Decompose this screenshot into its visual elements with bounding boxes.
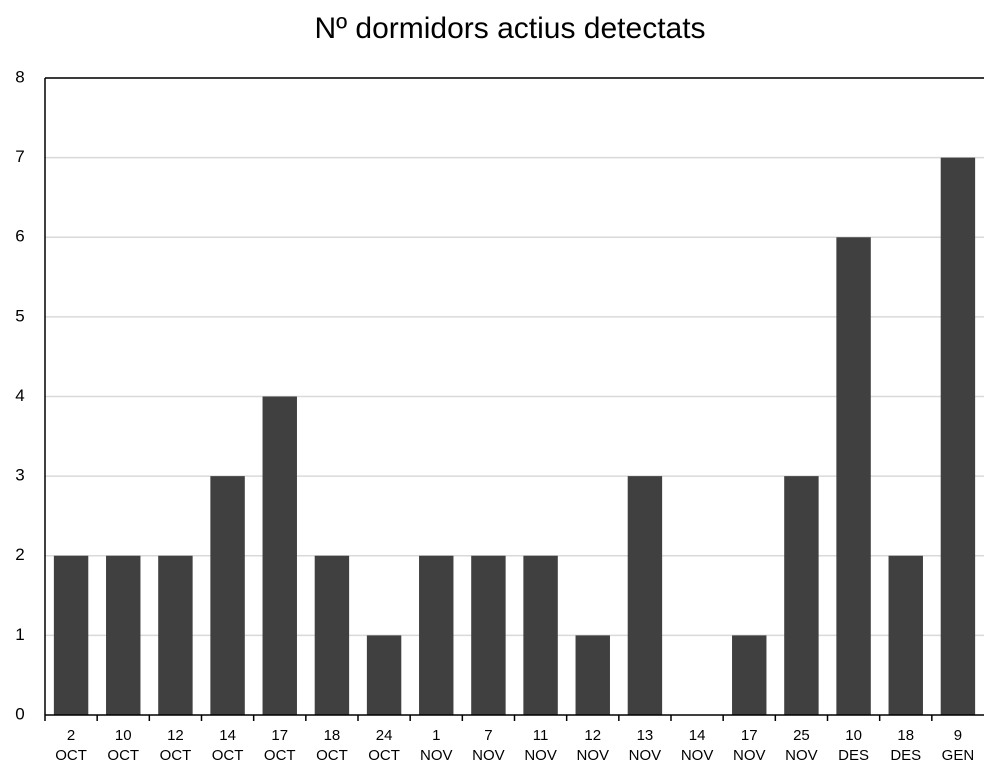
bar	[106, 555, 141, 715]
x-tick-label: 14 NOV	[681, 727, 714, 764]
x-tick-label: 18 DES	[890, 727, 921, 764]
x-tick-label: 12 OCT	[160, 727, 192, 764]
x-tick-label: 7 NOV	[472, 727, 505, 764]
x-tick-label: 10 DES	[838, 727, 869, 764]
x-tick-label: 25 NOV	[785, 727, 818, 764]
x-tick-label: 9 GEN	[942, 727, 975, 764]
y-tick-label: 2	[15, 545, 24, 564]
bar	[262, 396, 297, 715]
chart-title: Nº dormidors actius detectats	[314, 12, 705, 45]
bar	[836, 237, 871, 715]
x-tick-label: 14 OCT	[212, 727, 244, 764]
x-tick-label: 17 NOV	[733, 727, 766, 764]
bar	[784, 476, 819, 715]
x-tick-label: 2 OCT	[55, 727, 87, 764]
bar	[53, 555, 89, 715]
bar	[471, 555, 506, 715]
y-tick-label: 4	[15, 386, 24, 405]
bar	[523, 555, 558, 715]
x-tick-label: 18 OCT	[316, 727, 348, 764]
bar	[888, 555, 923, 715]
x-tick-label: 12 NOV	[576, 727, 609, 764]
bar	[158, 555, 193, 715]
bar	[627, 476, 663, 715]
x-tick-label: 24 OCT	[368, 727, 400, 764]
y-tick-label: 1	[15, 625, 24, 644]
bar	[314, 555, 350, 715]
y-tick-label: 6	[15, 227, 24, 246]
x-tick-label: 17 OCT	[264, 727, 296, 764]
y-tick-label: 5	[15, 306, 24, 325]
bar	[210, 476, 245, 715]
y-tick-label: 8	[15, 67, 24, 86]
x-tick-label: 1 NOV	[420, 727, 453, 764]
x-tick-label: 13 NOV	[629, 727, 662, 764]
y-tick-label: 3	[15, 466, 24, 485]
bar	[732, 635, 767, 715]
y-tick-label: 7	[15, 147, 24, 166]
x-tick-label: 10 OCT	[107, 727, 139, 764]
bar	[419, 555, 454, 715]
x-tick-label: 11 NOV	[524, 727, 557, 764]
bar	[366, 635, 402, 715]
y-tick-label: 0	[15, 704, 24, 723]
bar	[940, 157, 976, 715]
bar	[575, 635, 610, 715]
